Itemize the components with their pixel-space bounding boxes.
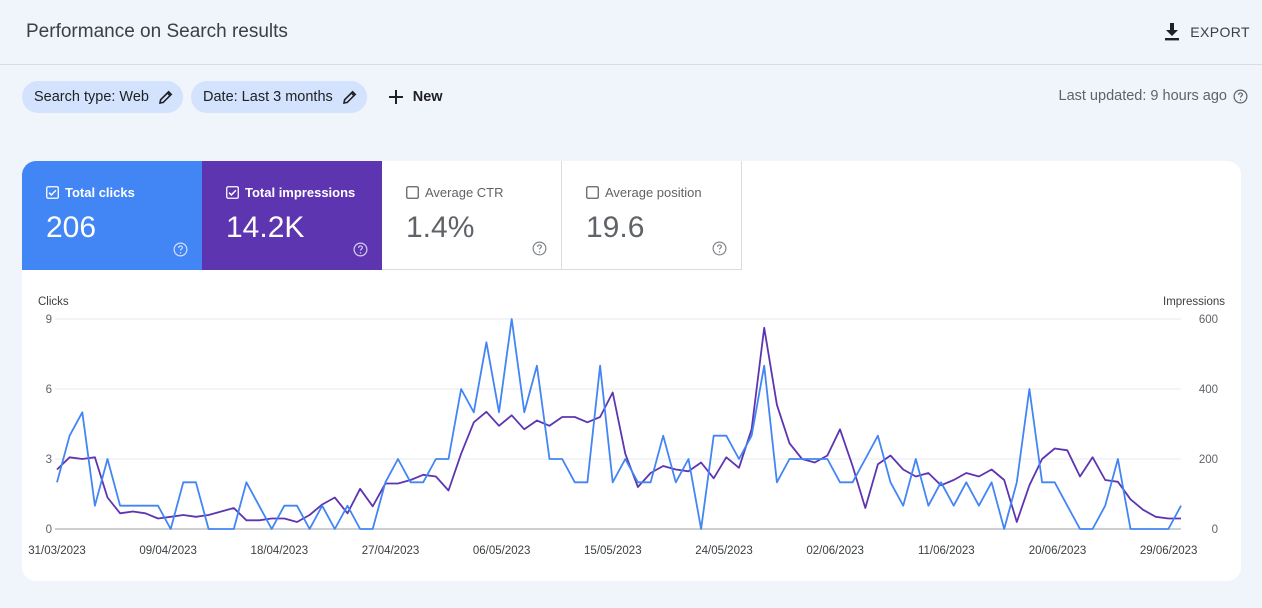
date-label: Date: Last 3 months (203, 89, 333, 105)
checkbox-unchecked-icon[interactable] (586, 186, 599, 199)
chart-container: Clicks Impressions 0 0 3 200 6 400 9 600 31/03/2… (22, 281, 1241, 576)
left-tick-label: 3 (46, 454, 52, 466)
x-tick-label: 20/06/2023 (1029, 545, 1087, 557)
x-tick-label: 27/04/2023 (362, 545, 420, 557)
left-tick-label: 0 (46, 524, 52, 536)
metric-value: 19.6 (586, 211, 645, 244)
series-line-clicks (56, 318, 1182, 530)
performance-chart[interactable]: Clicks Impressions 0 0 3 200 6 400 9 600 31/03/2… (22, 281, 1241, 571)
x-tick-label: 09/04/2023 (139, 545, 197, 557)
x-tick-label: 15/05/2023 (584, 545, 642, 557)
series-line-impressions (56, 326, 1181, 523)
metric-value: 206 (46, 211, 97, 244)
help-icon[interactable] (712, 241, 727, 256)
help-icon[interactable] (1233, 89, 1248, 104)
search-type-label: Search type: Web (34, 89, 149, 105)
checkbox-checked-icon[interactable] (226, 186, 239, 199)
left-tick-label: 9 (46, 314, 52, 326)
download-icon (1165, 23, 1180, 41)
metric-tabs: Total clicks 206 Total impressions 14.2K (22, 161, 742, 270)
x-tick-label: 11/06/2023 (918, 545, 975, 557)
export-label: EXPORT (1190, 24, 1250, 40)
metric-value: 14.2K (226, 211, 305, 244)
metric-label: Total clicks (65, 185, 135, 200)
left-axis-title: Clicks (38, 296, 69, 308)
x-tick-label: 29/06/2023 (1140, 545, 1198, 557)
help-icon[interactable] (532, 241, 547, 256)
x-tick-label: 06/05/2023 (473, 545, 531, 557)
metric-label: Average position (605, 185, 702, 200)
metric-total-clicks[interactable]: Total clicks 206 (22, 161, 202, 270)
left-tick-label: 6 (46, 384, 52, 396)
new-filter-button[interactable]: New (388, 89, 443, 105)
export-button[interactable]: EXPORT (1164, 20, 1250, 44)
right-tick-label: 400 (1199, 384, 1218, 396)
date-chip[interactable]: Date: Last 3 months (191, 81, 367, 113)
x-tick-label: 24/05/2023 (695, 545, 753, 557)
metric-total-impressions[interactable]: Total impressions 14.2K (202, 161, 382, 270)
search-type-chip[interactable]: Search type: Web (22, 81, 183, 113)
checkbox-unchecked-icon[interactable] (406, 186, 419, 199)
performance-card: Total clicks 206 Total impressions 14.2K (22, 161, 1241, 581)
last-updated: Last updated: 9 hours ago (1059, 88, 1249, 104)
metric-label: Total impressions (245, 185, 356, 200)
page-title: Performance on Search results (26, 21, 288, 42)
right-axis-title: Impressions (1163, 296, 1225, 308)
right-tick-label: 600 (1199, 314, 1218, 326)
metric-average-ctr[interactable]: Average CTR 1.4% (382, 161, 562, 270)
x-tick-label: 18/04/2023 (251, 545, 309, 557)
x-tick-label: 31/03/2023 (28, 545, 86, 557)
new-filter-label: New (412, 89, 443, 105)
checkbox-checked-icon[interactable] (46, 186, 59, 199)
x-tick-label: 02/06/2023 (806, 545, 864, 557)
help-icon[interactable] (353, 242, 368, 257)
help-icon[interactable] (173, 242, 188, 257)
metric-value: 1.4% (406, 211, 475, 244)
pencil-icon (159, 90, 173, 104)
right-tick-label: 200 (1199, 454, 1218, 466)
page-header: Performance on Search results EXPORT (0, 0, 1262, 65)
filter-bar: Search type: Web Date: Last 3 months New (22, 81, 443, 113)
right-tick-label: 0 (1212, 524, 1218, 536)
pencil-icon (342, 90, 357, 104)
metric-label: Average CTR (425, 185, 504, 200)
metric-average-position[interactable]: Average position 19.6 (562, 161, 742, 270)
plus-icon (388, 90, 403, 104)
last-updated-text: Last updated: 9 hours ago (1058, 88, 1228, 104)
